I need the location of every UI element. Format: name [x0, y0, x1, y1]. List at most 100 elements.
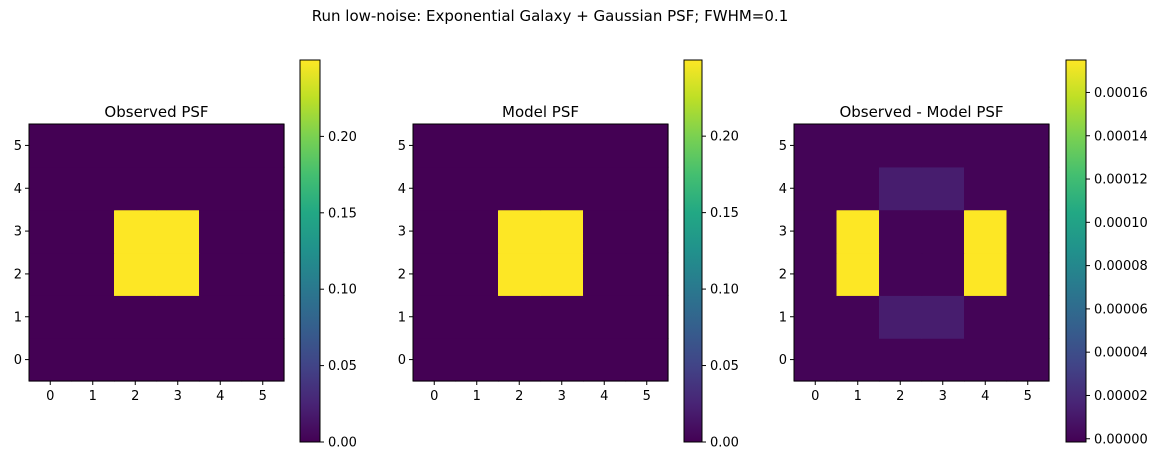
y-tick-label: 0	[14, 353, 22, 368]
colorbar-tick-label: 0.10	[328, 283, 357, 298]
heatmap-cell	[199, 209, 243, 254]
colorbar-tick-label: 0.05	[710, 359, 739, 374]
colorbar-tick-label: 0.15	[710, 206, 739, 221]
heatmap-cell	[156, 338, 200, 382]
heatmap-cell	[1006, 209, 1050, 254]
heatmap-cell	[114, 252, 158, 296]
heatmap-cell	[241, 124, 285, 168]
heatmap-cells	[794, 124, 1050, 382]
heatmap-cell	[241, 166, 285, 211]
y-tick-label: 2	[398, 267, 406, 282]
heatmap-cell	[114, 166, 158, 211]
heatmap-cell	[1006, 166, 1050, 211]
colorbar-tick-label: 0.00016	[1094, 86, 1148, 101]
heatmap-cell	[964, 295, 1008, 339]
heatmap-cell	[879, 209, 923, 254]
heatmap-cell	[498, 295, 542, 339]
y-tick-label: 5	[14, 139, 22, 154]
heatmap-cell	[625, 166, 669, 211]
x-tick-label: 1	[473, 389, 481, 404]
heatmap-cell	[199, 124, 243, 168]
heatmap-cell	[498, 209, 542, 254]
heatmap-cell	[455, 338, 499, 382]
heatmap-cell	[879, 338, 923, 382]
x-axis: 0 1 2 3 4 5	[46, 381, 267, 404]
x-tick-label: 3	[174, 389, 182, 404]
y-tick-label: 1	[779, 310, 787, 325]
colorbar-tick-label: 0.10	[710, 283, 739, 298]
colorbar-tick-label: 0.00008	[1094, 259, 1148, 274]
heatmap-cell	[794, 166, 838, 211]
y-tick-label: 4	[779, 182, 787, 197]
x-tick-label: 4	[216, 389, 224, 404]
heatmap-cell	[114, 295, 158, 339]
heatmap-cell	[964, 124, 1008, 168]
heatmap-cell	[583, 338, 627, 382]
y-tick-label: 4	[14, 182, 22, 197]
y-tick-label: 1	[14, 310, 22, 325]
heatmap-cell	[794, 338, 838, 382]
heatmap-cell	[836, 338, 880, 382]
colorbar-tick-label: 0.00000	[1094, 432, 1148, 447]
x-tick-label: 0	[430, 389, 438, 404]
heatmap-cell	[29, 166, 73, 211]
heatmap-cell	[413, 124, 457, 168]
heatmap-cell	[498, 338, 542, 382]
colorbar-tick-label: 0.20	[328, 130, 357, 145]
colorbar-tick-label: 0.00	[710, 436, 739, 451]
heatmap-cell	[1006, 338, 1050, 382]
x-axis: 0 1 2 3 4 5	[430, 381, 651, 404]
heatmap-cell	[199, 166, 243, 211]
heatmap-cell	[625, 124, 669, 168]
heatmap-cell	[921, 252, 965, 296]
y-axis: 0 1 2 3 4 5	[14, 139, 29, 368]
x-tick-label: 2	[131, 389, 139, 404]
heatmap-cell	[455, 209, 499, 254]
x-tick-label: 2	[896, 389, 904, 404]
colorbar-tick-label: 0.00006	[1094, 302, 1148, 317]
heatmap-cell	[625, 252, 669, 296]
figure-title: Run low-noise: Exponential Galaxy + Gaus…	[311, 7, 789, 25]
heatmap-cell	[241, 295, 285, 339]
y-tick-label: 3	[398, 225, 406, 240]
heatmap-cell	[71, 252, 115, 296]
x-tick-label: 4	[981, 389, 989, 404]
colorbar-tick-label: 0.15	[328, 206, 357, 221]
y-axis: 0 1 2 3 4 5	[779, 139, 794, 368]
heatmap-cell	[921, 209, 965, 254]
heatmap-cell	[964, 209, 1008, 254]
heatmap-cell	[836, 166, 880, 211]
colorbar-ticks: 0.00 0.05 0.10 0.15 0.20	[702, 130, 739, 451]
heatmap-cell	[498, 166, 542, 211]
heatmap-cell	[583, 295, 627, 339]
colorbar	[299, 59, 321, 443]
heatmap-cell	[455, 124, 499, 168]
heatmap-cell	[625, 338, 669, 382]
heatmap-cell	[540, 209, 584, 254]
panel-title: Observed PSF	[104, 103, 208, 121]
heatmap-cell	[921, 124, 965, 168]
colorbar-tick-label: 0.20	[710, 130, 739, 145]
heatmap-cell	[413, 338, 457, 382]
colorbar-ticks: 0.00000 0.00002 0.00004 0.00006 0.00008 0.000…	[1086, 86, 1148, 447]
x-tick-label: 0	[46, 389, 54, 404]
heatmap-cell	[114, 338, 158, 382]
x-tick-label: 4	[600, 389, 608, 404]
colorbar-tick-label: 0.05	[328, 359, 357, 374]
colorbar-tick-label: 0.00	[328, 436, 357, 451]
heatmap-cell	[583, 209, 627, 254]
y-tick-label: 5	[779, 139, 787, 154]
heatmap-cell	[794, 209, 838, 254]
heatmap-cell	[794, 295, 838, 339]
heatmap-cell	[241, 338, 285, 382]
y-tick-label: 0	[398, 353, 406, 368]
heatmap-cell	[583, 124, 627, 168]
heatmap-cell	[583, 166, 627, 211]
heatmap-cell	[156, 124, 200, 168]
heatmap-cell	[921, 338, 965, 382]
heatmap-cell	[540, 252, 584, 296]
heatmap-cell	[583, 252, 627, 296]
y-tick-label: 1	[398, 310, 406, 325]
heatmap-cell	[625, 209, 669, 254]
heatmap-cell	[540, 338, 584, 382]
